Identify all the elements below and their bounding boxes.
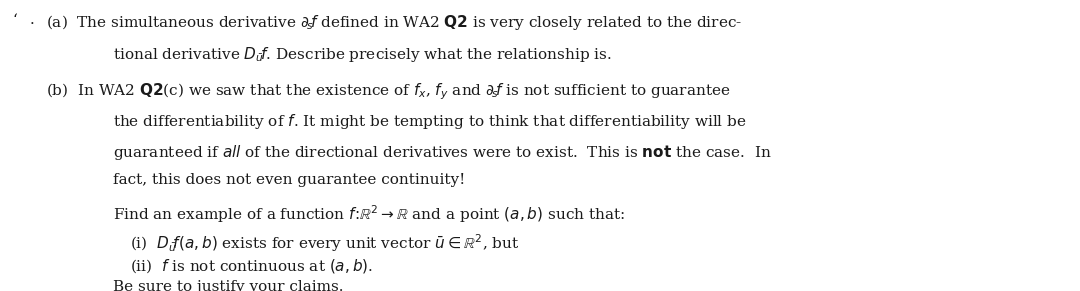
Text: the differentiability of $f$. It might be tempting to think that differentiabili: the differentiability of $f$. It might b… (113, 112, 747, 131)
Text: (i)  $D_{\bar{u}}\!f(a, b)$ exists for every unit vector $\bar{u} \in \mathbb{R}: (i) $D_{\bar{u}}\!f(a, b)$ exists for ev… (130, 233, 518, 255)
Text: tional derivative $D_{\bar{u}}\!f$. Describe precisely what the relationship is.: tional derivative $D_{\bar{u}}\!f$. Desc… (113, 45, 612, 64)
Text: ‘: ‘ (13, 13, 18, 27)
Text: (a)  The simultaneous derivative $\partial_{\!s}\!f$ defined in WA2 $\mathbf{Q2}: (a) The simultaneous derivative $\partia… (46, 13, 743, 32)
Text: (b)  In WA2 $\mathbf{Q2}$(c) we saw that the existence of $f_x$, $f_y$ and $\par: (b) In WA2 $\mathbf{Q2}$(c) we saw that … (46, 81, 731, 102)
Text: Find an example of a function $f\colon \mathbb{R}^2 \to \mathbb{R}$ and a point : Find an example of a function $f\colon \… (113, 204, 625, 226)
Text: Be sure to justify your claims.: Be sure to justify your claims. (113, 280, 343, 291)
Text: guaranteed if $\mathit{all}$ of the directional derivatives were to exist.  This: guaranteed if $\mathit{all}$ of the dire… (113, 143, 772, 162)
Text: (ii)  $f$ is not continuous at $(a, b)$.: (ii) $f$ is not continuous at $(a, b)$. (130, 257, 373, 275)
Text: fact, this does not even guarantee continuity!: fact, this does not even guarantee conti… (113, 173, 465, 187)
Text: .: . (29, 13, 33, 27)
